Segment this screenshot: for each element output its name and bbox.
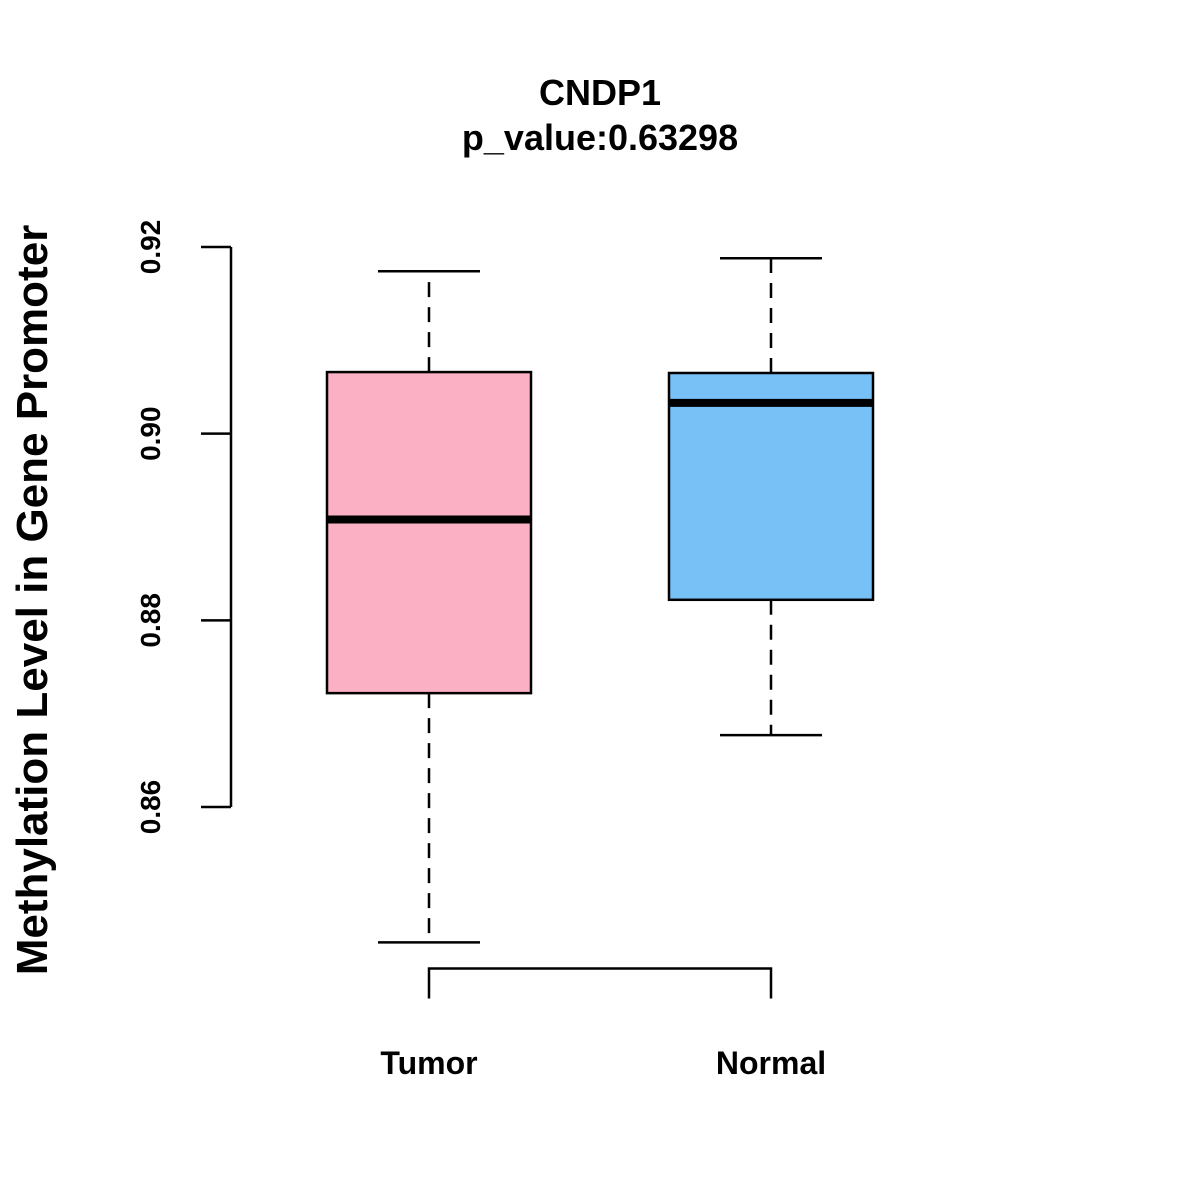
box-tumor xyxy=(325,270,533,944)
box-series xyxy=(325,256,875,944)
x-axis-categories: Tumor Normal xyxy=(380,1045,826,1081)
iqr-box xyxy=(667,371,875,602)
x-category-label: Tumor xyxy=(380,1045,477,1081)
y-axis: 0.86 0.88 0.90 0.92 xyxy=(135,220,233,835)
y-tick-label: 0.92 xyxy=(135,220,166,275)
y-axis-label: Methylation Level in Gene Promoter xyxy=(8,225,57,976)
y-tick-label: 0.86 xyxy=(135,780,166,835)
chart-subtitle: p_value:0.63298 xyxy=(462,117,738,158)
x-category-label: Normal xyxy=(716,1045,826,1081)
y-tick-label: 0.88 xyxy=(135,593,166,648)
comparison-bracket xyxy=(427,967,773,999)
bracket-line xyxy=(427,967,773,999)
box-normal xyxy=(667,256,875,737)
y-tick-label: 0.90 xyxy=(135,406,166,461)
chart-title: CNDP1 xyxy=(539,72,661,113)
iqr-box xyxy=(325,370,533,695)
